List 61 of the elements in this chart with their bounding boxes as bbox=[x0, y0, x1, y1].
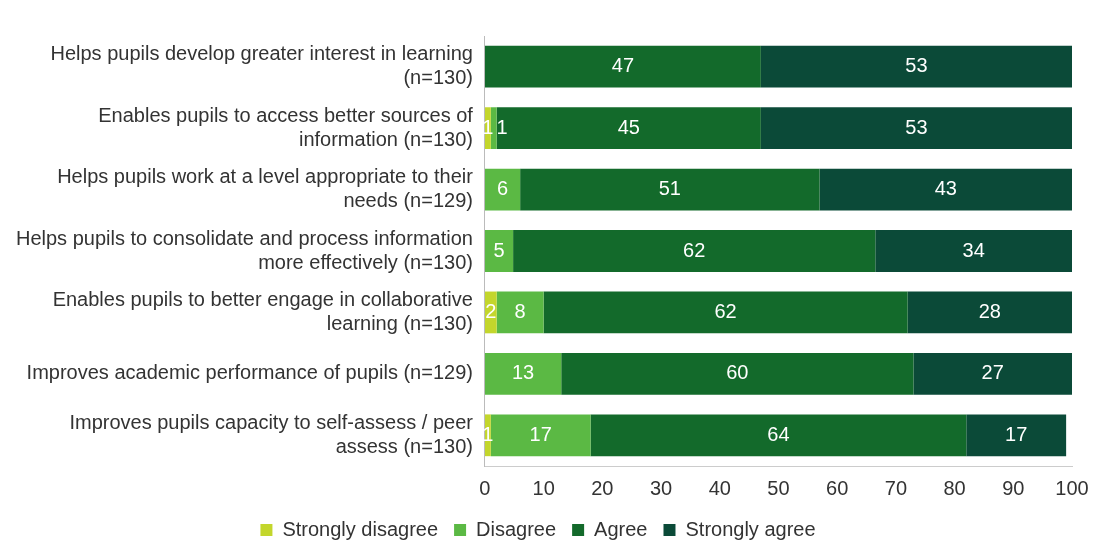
legend-label: Strongly disagree bbox=[282, 517, 439, 540]
data-label: 6 bbox=[496, 177, 509, 200]
bar bbox=[520, 168, 820, 211]
bar bbox=[590, 414, 967, 457]
bar bbox=[907, 291, 1072, 334]
bar bbox=[496, 107, 761, 150]
bar bbox=[543, 291, 908, 334]
data-label: 8 bbox=[514, 299, 526, 322]
legend-label: Agree bbox=[594, 517, 648, 540]
y-tick-label: Helps pupils work at a level appropriate to their needs (n=129) bbox=[57, 165, 474, 212]
bar bbox=[875, 230, 1072, 272]
y-tick-label: Enables pupils to better engage in collaborative learning (n=130) bbox=[52, 287, 473, 334]
y-tick-label: Enables pupils to access better sources of information (n=130) bbox=[98, 103, 474, 150]
bar bbox=[819, 168, 1072, 211]
x-tick-label: 0 bbox=[479, 476, 491, 499]
data-label: 43 bbox=[934, 177, 957, 200]
data-label: 13 bbox=[511, 361, 535, 384]
data-label: 45 bbox=[617, 115, 640, 138]
bar bbox=[484, 352, 562, 395]
data-label: 62 bbox=[683, 238, 706, 261]
bar bbox=[966, 414, 1067, 457]
data-label: 51 bbox=[658, 177, 681, 200]
data-label: 17 bbox=[529, 422, 552, 445]
x-tick-label: 70 bbox=[884, 476, 907, 499]
data-label: 47 bbox=[611, 54, 635, 77]
data-label: 53 bbox=[905, 54, 928, 77]
bar bbox=[561, 352, 914, 395]
x-tick-label: 90 bbox=[1002, 476, 1025, 499]
x-tick-label: 100 bbox=[1055, 476, 1089, 499]
data-label: 62 bbox=[714, 299, 737, 322]
data-label: 64 bbox=[767, 422, 790, 445]
data-label: 60 bbox=[726, 361, 749, 384]
bar bbox=[760, 45, 1072, 88]
x-tick-label: 20 bbox=[591, 476, 614, 499]
y-tick-label: Improves academic performance of pupils (n=129) bbox=[26, 361, 473, 384]
x-tick-label: 30 bbox=[649, 476, 673, 499]
bar bbox=[484, 168, 521, 211]
data-label: 34 bbox=[962, 238, 985, 261]
bar bbox=[484, 45, 761, 88]
x-tick-label: 10 bbox=[532, 476, 555, 499]
data-label: 53 bbox=[905, 115, 928, 138]
bar bbox=[484, 230, 514, 272]
data-label: 5 bbox=[493, 238, 505, 261]
bar bbox=[760, 107, 1072, 150]
y-tick-label: Improves pupils capacity to self-assess / peer assess (n=130) bbox=[69, 410, 474, 457]
bar bbox=[913, 352, 1072, 395]
data-label: 28 bbox=[978, 299, 1001, 322]
x-tick-label: 40 bbox=[708, 476, 731, 499]
data-label: 2 bbox=[485, 299, 497, 322]
y-tick-label: Helps pupils to consolidate and process information more effectively (n=130) bbox=[15, 226, 473, 273]
data-label: 27 bbox=[981, 361, 1004, 384]
x-tick-label: 50 bbox=[767, 476, 790, 499]
data-label: 1 bbox=[496, 115, 508, 138]
bar bbox=[496, 291, 544, 334]
data-label: 17 bbox=[1005, 422, 1028, 445]
x-tick-label: 60 bbox=[826, 476, 849, 499]
bar bbox=[513, 230, 876, 272]
legend-label: Strongly agree bbox=[685, 517, 816, 540]
legend-label: Disagree bbox=[476, 517, 557, 540]
x-tick-label: 80 bbox=[943, 476, 966, 499]
y-tick-label: Helps pupils develop greater interest in learning (n=130) bbox=[50, 42, 473, 89]
